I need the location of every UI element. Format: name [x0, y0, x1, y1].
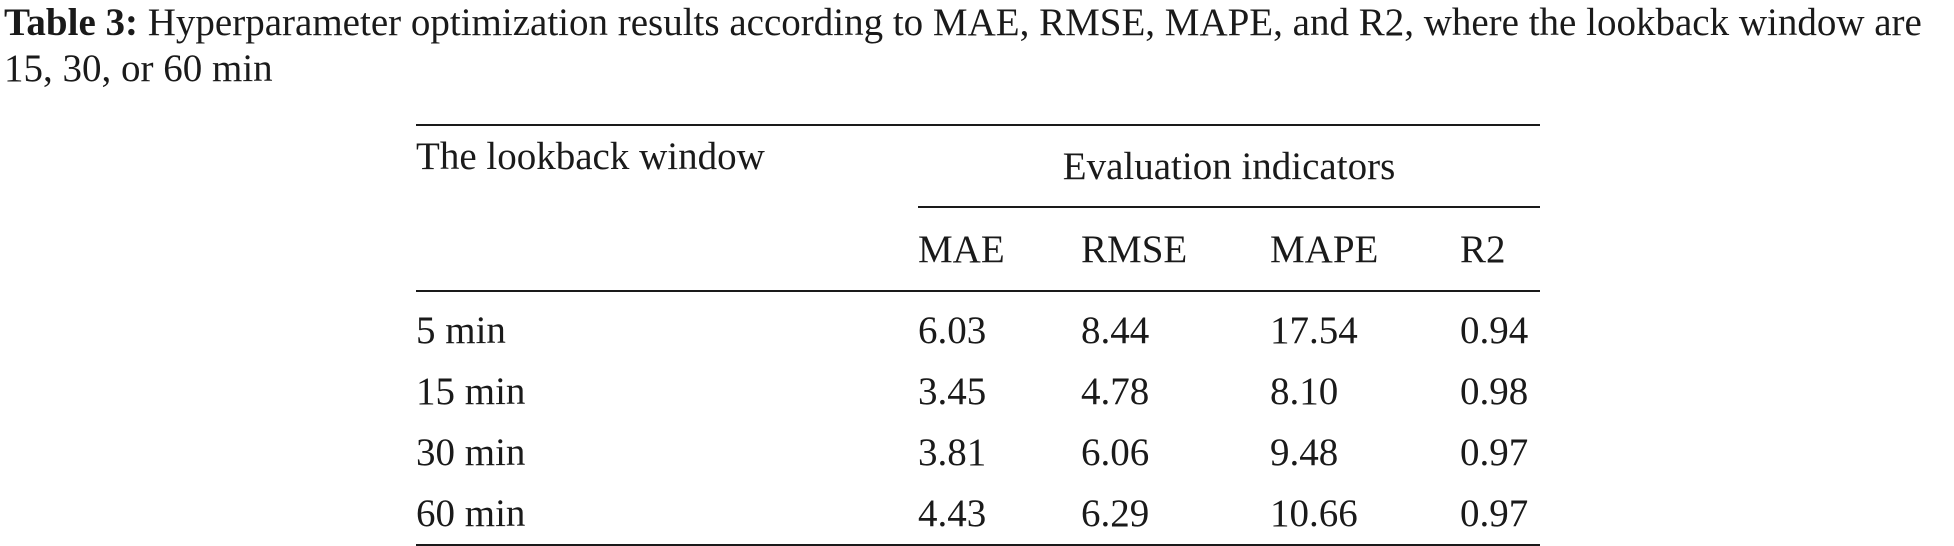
results-table: The lookback window Evaluation indicator…: [416, 124, 1540, 546]
cell-mape: 8.10: [1270, 370, 1339, 413]
cell-window: 15 min: [416, 370, 526, 413]
cell-r2: 0.98: [1460, 370, 1529, 413]
cell-rmse: 6.29: [1081, 492, 1150, 535]
column-header-mae: MAE: [918, 227, 1005, 271]
cell-rmse: 4.78: [1081, 370, 1150, 413]
table-row: 30 min 3.81 6.06 9.48 0.97: [416, 422, 1540, 483]
cell-window: 30 min: [416, 431, 526, 474]
group-header-evaluation-indicators: Evaluation indicators: [918, 125, 1540, 208]
cell-rmse: 6.06: [1081, 431, 1150, 474]
caption-text: Hyperparameter optimization results acco…: [4, 1, 1922, 91]
cell-r2: 0.97: [1460, 431, 1529, 474]
column-header-mape: MAPE: [1270, 227, 1379, 271]
cell-r2: 0.97: [1460, 492, 1529, 535]
cell-window: 5 min: [416, 309, 506, 352]
cell-window: 60 min: [416, 492, 526, 535]
cell-mape: 10.66: [1270, 492, 1358, 535]
cell-mae: 3.81: [918, 431, 987, 474]
cell-mape: 17.54: [1270, 309, 1358, 352]
column-header-r2: R2: [1460, 227, 1506, 271]
cell-mae: 4.43: [918, 492, 987, 535]
cell-r2: 0.94: [1460, 309, 1529, 352]
cell-mape: 9.48: [1270, 431, 1339, 474]
table-caption: Table 3: Hyperparameter optimization res…: [4, 0, 1950, 93]
cell-rmse: 8.44: [1081, 309, 1150, 352]
results-table-container: The lookback window Evaluation indicator…: [416, 124, 1540, 546]
row-header-lookback-window: The lookback window: [416, 135, 765, 178]
header-row-columns: MAE RMSE MAPE R2: [416, 207, 1540, 291]
header-row-group: The lookback window Evaluation indicator…: [416, 125, 1540, 208]
table-row: 60 min 4.43 6.29 10.66 0.97: [416, 483, 1540, 545]
caption-label: Table 3:: [4, 1, 139, 44]
column-header-rmse: RMSE: [1081, 227, 1188, 271]
cell-mae: 3.45: [918, 370, 987, 413]
table-row: 15 min 3.45 4.78 8.10 0.98: [416, 361, 1540, 422]
cell-mae: 6.03: [918, 309, 987, 352]
table-row: 5 min 6.03 8.44 17.54 0.94: [416, 291, 1540, 361]
